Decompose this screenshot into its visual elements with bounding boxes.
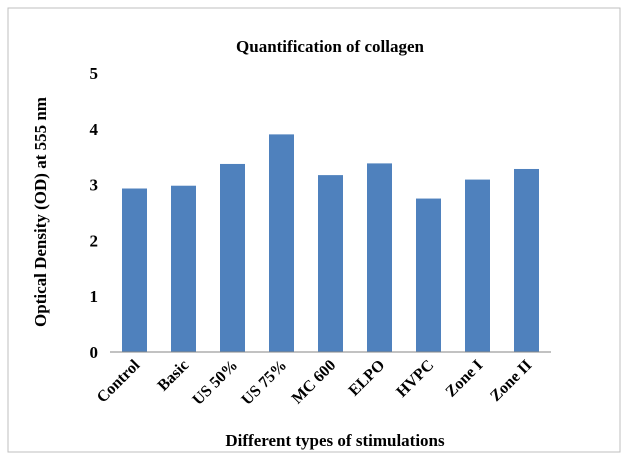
y-tick-label: 5	[90, 64, 99, 83]
y-tick-label: 1	[90, 287, 99, 306]
bar	[171, 185, 196, 352]
y-axis-title: Optical Density (OD) at 555 nm	[31, 97, 50, 327]
bar	[269, 134, 294, 352]
x-axis-title: Different types of stimulations	[225, 431, 445, 450]
bar	[220, 163, 245, 352]
bar	[514, 168, 539, 352]
y-tick-label: 2	[90, 231, 99, 250]
chart-title: Quantification of collagen	[236, 37, 424, 56]
y-tick-label: 0	[90, 343, 99, 362]
y-tick-label: 4	[90, 120, 99, 139]
bar	[416, 198, 441, 352]
bar	[367, 163, 392, 352]
y-tick-label: 3	[90, 176, 99, 195]
bar	[122, 188, 147, 352]
bar	[465, 179, 490, 352]
bar	[318, 175, 343, 352]
